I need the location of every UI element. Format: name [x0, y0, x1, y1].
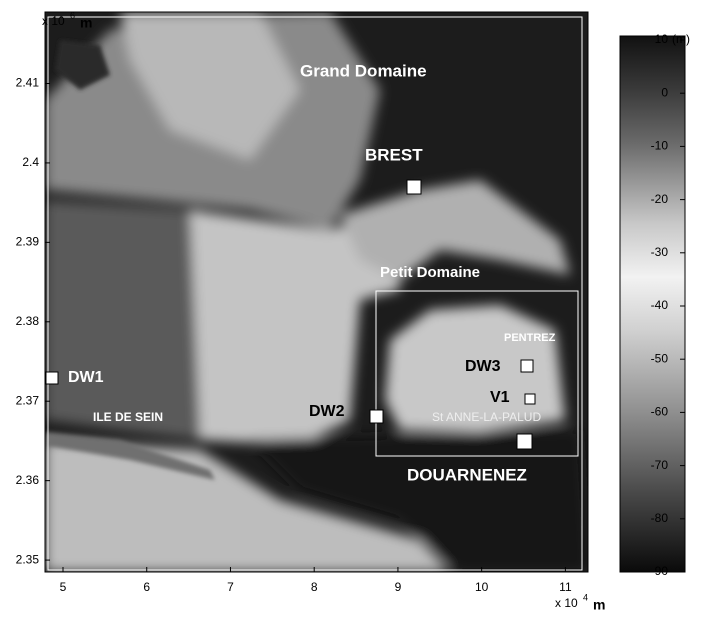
- colorbar-tick-label: 10: [655, 32, 669, 46]
- colorbar-tick-label: -30: [651, 245, 669, 259]
- x-tick-label: 11: [559, 580, 572, 594]
- y-multiplier: x 10: [42, 14, 65, 28]
- x-tick-label: 7: [227, 580, 234, 594]
- station-marker: [525, 394, 535, 404]
- y-tick-label: 2.39: [16, 235, 40, 249]
- domain-label: Grand Domaine: [300, 61, 427, 80]
- x-tick-label: 10: [475, 580, 489, 594]
- y-tick-label: 2.38: [16, 314, 40, 328]
- place-label: ILE DE SEIN: [93, 410, 163, 424]
- x-tick-label: 9: [395, 580, 402, 594]
- y-exponent: 6: [70, 10, 75, 20]
- colorbar-tick-label: -80: [651, 511, 669, 525]
- colorbar-tick-label: -40: [651, 298, 669, 312]
- domain-label: Petit Domaine: [380, 264, 480, 281]
- station-label: DW2: [309, 403, 345, 420]
- x-exponent: 4: [583, 592, 588, 602]
- station-marker: [407, 180, 421, 194]
- y-tick-label: 2.35: [16, 552, 40, 566]
- station-label: V1: [490, 389, 510, 406]
- x-tick-label: 5: [60, 580, 67, 594]
- colorbar-tick-label: 0: [661, 85, 668, 99]
- y-tick-label: 2.41: [16, 76, 40, 90]
- station-marker: [517, 434, 532, 449]
- station-marker: [46, 372, 58, 384]
- colorbar-unit: (m): [672, 32, 690, 46]
- colorbar-tick-label: -60: [651, 405, 669, 419]
- x-multiplier: x 10: [555, 596, 578, 610]
- colorbar-tick-label: -10: [651, 139, 669, 153]
- bathymetry: [45, 12, 588, 572]
- station-marker: [370, 410, 383, 423]
- map-figure: Grand Domaine Petit Domaine PENTREZ ILE …: [0, 0, 713, 628]
- station-label: BREST: [365, 145, 423, 164]
- colorbar-tick-label: -20: [651, 192, 669, 206]
- y-tick-label: 2.36: [16, 473, 40, 487]
- y-tick-label: 2.4: [22, 155, 39, 169]
- colorbar-tick-label: -70: [651, 458, 669, 472]
- colorbar-tick-label: -50: [651, 351, 669, 365]
- y-tick-label: 2.37: [16, 393, 40, 407]
- station-marker: [521, 360, 533, 372]
- station-label: DW3: [465, 358, 501, 375]
- colorbar-tick-label: -90: [651, 564, 669, 578]
- place-label: PENTREZ: [504, 332, 556, 344]
- station-label: DW1: [68, 369, 104, 386]
- station-label: DOUARNENEZ: [407, 465, 527, 484]
- x-unit: m: [593, 597, 605, 613]
- x-tick-label: 8: [311, 580, 318, 594]
- place-label: St ANNE-LA-PALUD: [432, 410, 541, 424]
- x-tick-label: 6: [143, 580, 150, 594]
- y-unit: m: [80, 15, 92, 31]
